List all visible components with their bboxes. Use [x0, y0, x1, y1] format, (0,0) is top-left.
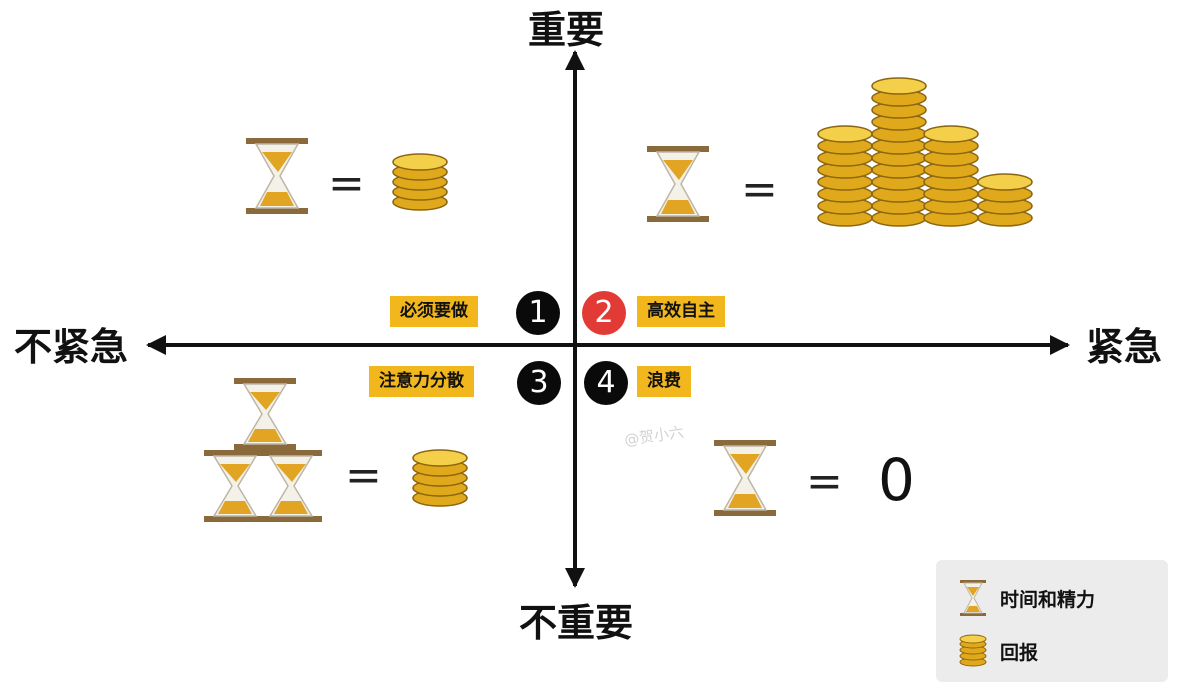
- quadrant-1-label: 必须要做: [390, 296, 478, 327]
- equals-sign: =: [741, 164, 778, 215]
- hourglass-icon: [714, 440, 776, 516]
- zero-reward: 0: [878, 446, 915, 514]
- quadrant-3-label: 注意力分散: [369, 366, 474, 397]
- hourglass-icon: [246, 138, 308, 214]
- equals-sign: =: [345, 450, 382, 501]
- axis-label-not-urgent: 不紧急: [14, 325, 129, 369]
- quadrant-3-number: 3: [517, 361, 561, 405]
- axis-label-not-important: 不重要: [519, 601, 634, 645]
- hourglass-icon: [960, 580, 986, 616]
- coin-stack-icon: [392, 153, 448, 211]
- axis-label-important: 重要: [528, 8, 605, 52]
- quadrant-2-number: 2: [582, 291, 626, 335]
- quadrant-2-label: 高效自主: [637, 296, 725, 327]
- equals-sign: =: [806, 456, 843, 507]
- legend-label-time: 时间和精力: [1000, 588, 1096, 611]
- coin-pile-icon: [817, 77, 1033, 227]
- legend: 时间和精力 回报: [936, 560, 1168, 682]
- coin-stack-icon: [959, 634, 987, 667]
- coin-stack-icon: [412, 449, 468, 507]
- quadrant-1-number: 1: [516, 291, 560, 335]
- quadrant-4-label: 浪费: [637, 366, 691, 397]
- axis-label-urgent: 紧急: [1086, 325, 1163, 369]
- legend-item-time: 时间和精力: [958, 580, 1095, 616]
- equals-sign: =: [328, 158, 365, 209]
- hourglass-group-icon: [204, 378, 322, 522]
- quadrant-4-number: 4: [584, 361, 628, 405]
- legend-label-reward: 回报: [1000, 641, 1039, 664]
- hourglass-icon: [647, 146, 709, 222]
- legend-item-reward: 回报: [958, 634, 1038, 668]
